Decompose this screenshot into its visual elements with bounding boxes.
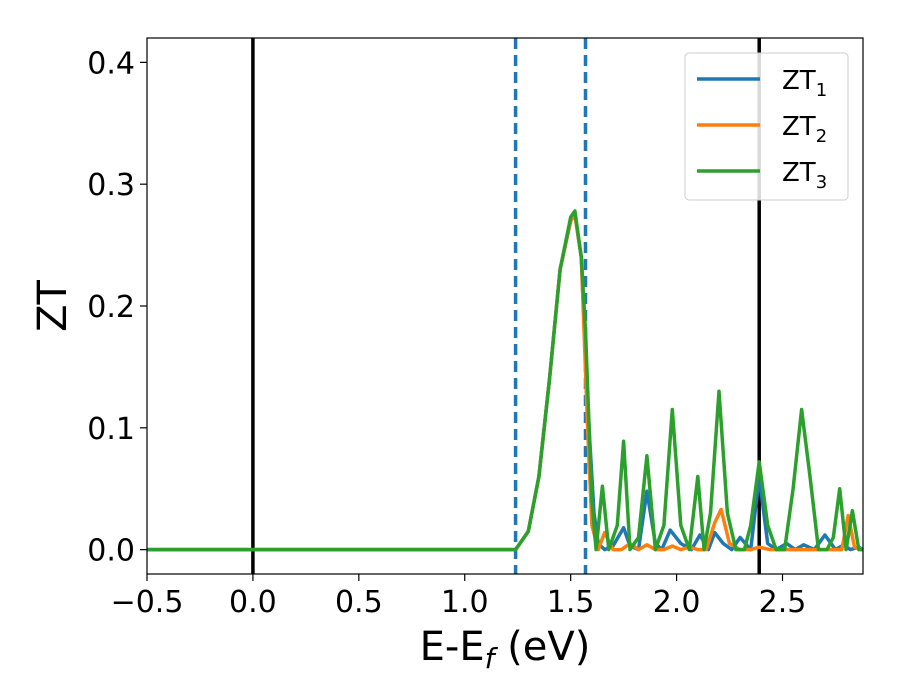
- x-tick-label: −0.5: [111, 585, 184, 620]
- x-tick-label: 2.5: [759, 585, 807, 620]
- legend: ZT1 ZT2 ZT3: [684, 52, 849, 201]
- x-tick-label: 1.5: [547, 585, 595, 620]
- legend-box: [684, 52, 849, 201]
- x-tick-label: 2.0: [653, 585, 701, 620]
- x-tick-label: 0.5: [335, 585, 383, 620]
- plot-frame: [146, 37, 864, 575]
- reference-lines: [251, 38, 761, 574]
- x-axis-label-tail: (eV): [494, 624, 590, 670]
- y-tick-label: 0.0: [87, 534, 135, 569]
- legend-label-zt2: ZT2: [782, 112, 827, 147]
- y-tick-label: 0.4: [87, 46, 135, 81]
- y-tick-label: 0.1: [87, 412, 135, 447]
- x-tick-label: 0.0: [229, 585, 277, 620]
- x-axis-label: E-Ef (eV): [420, 624, 591, 675]
- y-axis-label: ZT: [30, 280, 76, 332]
- series-lines: [147, 209, 864, 552]
- legend-label-zt1: ZT1: [782, 66, 827, 101]
- x-axis-label-main: E-E: [420, 624, 485, 670]
- series-line-zt3: [147, 209, 863, 552]
- y-tick-label: 0.2: [87, 290, 135, 325]
- legend-label-zt3: ZT3: [782, 158, 827, 193]
- y-tick-label: 0.3: [87, 168, 135, 203]
- x-tick-label: 1.0: [441, 585, 489, 620]
- x-ticks: −0.5 0.0 0.5 1.0 1.5 2.0 2.5: [111, 574, 807, 620]
- y-ticks: 0.0 0.1 0.2 0.3 0.4: [87, 46, 147, 569]
